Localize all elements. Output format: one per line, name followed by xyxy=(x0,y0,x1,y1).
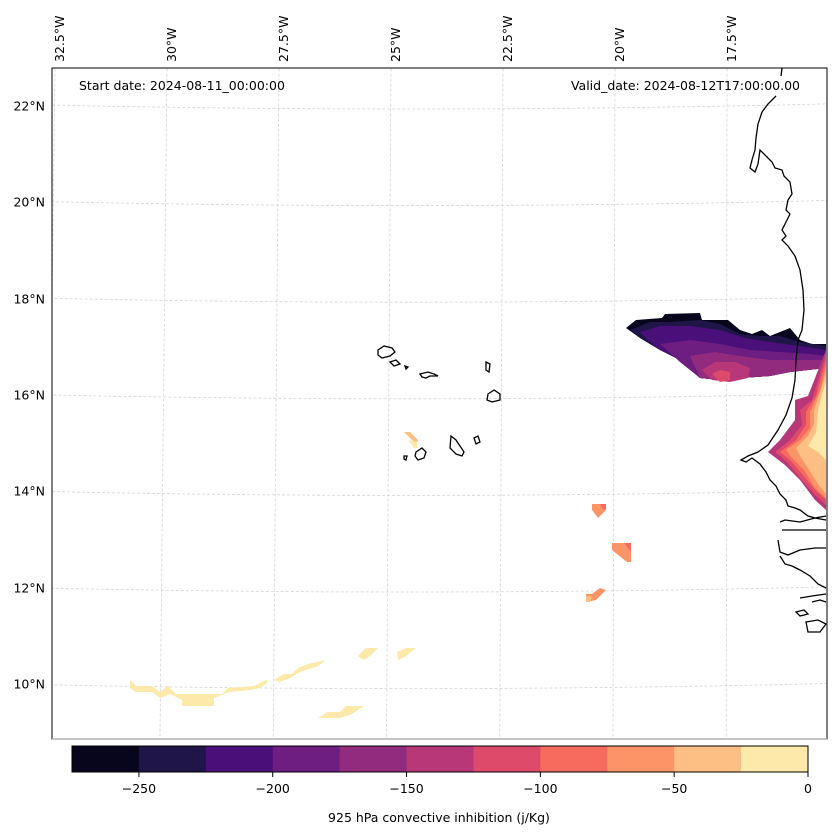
island-sao-nicolau xyxy=(418,371,439,379)
colorbar-tick-label: −150 xyxy=(389,781,423,796)
colorbar-swatch xyxy=(339,746,408,772)
meridian-gridline xyxy=(52,68,56,340)
meridian-gridline xyxy=(272,68,280,739)
start-date-label: Start date: 2024-08-11_00:00:00 xyxy=(79,78,285,93)
island-boa-vista xyxy=(486,389,501,403)
coastal-level-9 xyxy=(796,372,826,494)
latitude-tick-label: 20°N xyxy=(13,195,45,210)
patch-a-core xyxy=(600,504,606,510)
colorbar-tick-label: −100 xyxy=(523,781,557,796)
latitude-labels: 22°N 20°N 18°N 16°N 14°N 12°N 10°N xyxy=(13,99,45,692)
valid-date-label: Valid_date: 2024-08-12T17:00:00.00 xyxy=(571,78,800,93)
colorbar: −250 −200 −150 −100 −50 0 xyxy=(71,745,812,796)
island-sal xyxy=(485,360,491,374)
parallel-gridline xyxy=(52,103,827,110)
island-fogo xyxy=(414,447,427,461)
coastal-level-10 xyxy=(808,380,826,460)
coastlines xyxy=(377,68,827,633)
colorbar-swatch xyxy=(674,746,742,772)
coastline-mauritania-senegal xyxy=(739,68,827,521)
longitude-tick-label: 32.5°W xyxy=(52,16,67,62)
parallel-gridline xyxy=(52,200,827,206)
south-band-5 xyxy=(318,706,364,718)
meridian-gridline xyxy=(612,68,616,739)
island-sao-vicente xyxy=(388,359,402,367)
south-band-1 xyxy=(130,680,268,706)
meridian-gridline xyxy=(499,68,504,739)
island-brava xyxy=(403,455,408,461)
colorbar-tick-label: −250 xyxy=(122,781,156,796)
island-santa-luzia xyxy=(403,364,410,371)
south-band-3 xyxy=(358,648,378,660)
meridian-gridline xyxy=(159,68,168,739)
island-maio xyxy=(473,435,481,445)
patch-fogo xyxy=(404,432,418,444)
colorbar-swatch xyxy=(272,746,341,772)
colorbar-swatch xyxy=(205,746,274,772)
colorbar-swatch xyxy=(138,746,207,772)
map-frame xyxy=(51,67,828,740)
longitude-tick-label: 27.5°W xyxy=(276,16,291,62)
contour-band-level-6 xyxy=(712,370,730,382)
parallel-gridline xyxy=(52,586,827,593)
patch-b-core xyxy=(624,543,631,552)
island-santiago xyxy=(449,434,465,457)
latitude-tick-label: 14°N xyxy=(13,484,45,499)
colorbar-tick-label: 0 xyxy=(804,781,812,796)
longitude-tick-label: 22.5°W xyxy=(500,16,515,62)
south-band-2 xyxy=(274,660,326,682)
longitude-tick-label: 30°W xyxy=(164,27,179,62)
latitude-tick-label: 18°N xyxy=(13,292,45,307)
colorbar-label: 925 hPa convective inhibition (j/Kg) xyxy=(328,810,550,825)
colorbar-swatch xyxy=(540,746,608,772)
parallel-gridline xyxy=(52,683,827,689)
colorbar-swatch xyxy=(473,746,541,772)
patch-b xyxy=(612,543,631,562)
coastline-gambia xyxy=(777,515,827,556)
cin-contours xyxy=(130,313,826,718)
latitude-tick-label: 12°N xyxy=(13,581,45,596)
colorbar-swatch xyxy=(72,746,140,772)
parallel-gridline xyxy=(52,296,827,303)
colorbar-swatch xyxy=(607,746,675,772)
latitude-tick-label: 22°N xyxy=(13,99,45,114)
longitude-labels: 32.5°W 30°W 27.5°W 25°W 22.5°W 20°W 17.5°W xyxy=(52,16,739,62)
latitude-tick-label: 10°N xyxy=(13,677,45,692)
south-band-4 xyxy=(397,648,416,660)
patch-fogo-light xyxy=(408,440,418,448)
colorbar-swatch xyxy=(741,746,809,772)
colorbar-tick-label: −200 xyxy=(256,781,290,796)
latitude-tick-label: 16°N xyxy=(13,388,45,403)
coastline-guinea-bissau xyxy=(779,555,827,633)
longitude-tick-label: 20°W xyxy=(612,27,627,62)
gridlines xyxy=(52,68,827,739)
meridian-gridline xyxy=(725,68,728,739)
parallel-gridline xyxy=(52,393,827,400)
longitude-tick-label: 17.5°W xyxy=(724,16,739,62)
island-santo-antao xyxy=(377,345,396,359)
colorbar-frame xyxy=(71,745,809,773)
colorbar-swatch xyxy=(406,746,474,772)
parallel-gridline xyxy=(52,489,827,496)
meridian-gridline xyxy=(386,68,392,739)
patch-c-core xyxy=(586,596,592,602)
longitude-tick-label: 25°W xyxy=(388,27,403,62)
colorbar-tick-label: −50 xyxy=(661,781,687,796)
